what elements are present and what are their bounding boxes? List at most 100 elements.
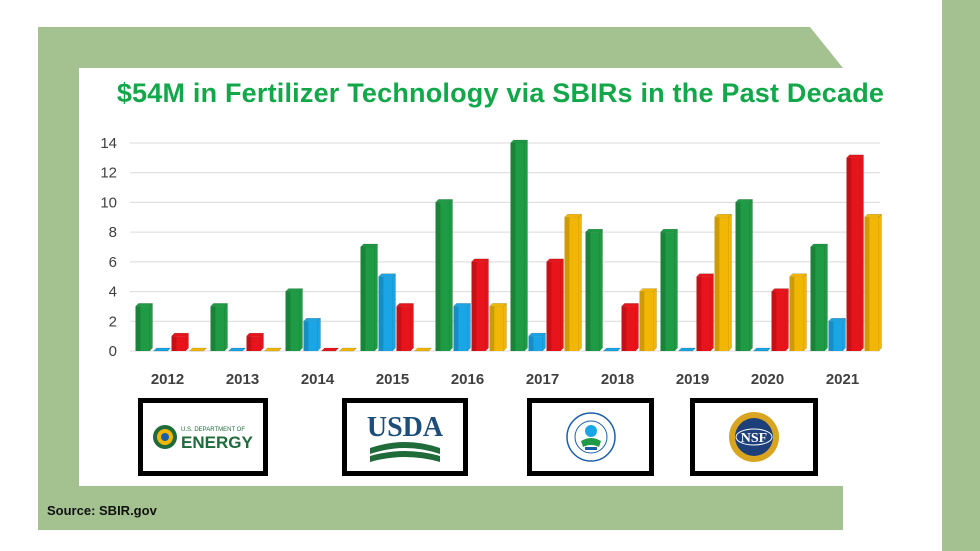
bar — [695, 273, 715, 352]
bar-front — [660, 232, 675, 351]
bar-side — [299, 287, 303, 352]
bar-top — [152, 347, 172, 352]
bar-front — [489, 306, 504, 351]
bar-front — [639, 291, 654, 351]
bar-top — [284, 288, 304, 292]
bar-top — [470, 258, 490, 263]
bar-top — [827, 318, 847, 322]
y-axis-ticks: 0 2 4 6 8 10 12 14 — [100, 135, 117, 360]
bar — [527, 332, 547, 352]
nsf-logo-box: NSF — [690, 398, 818, 476]
doe-logo-box: U.S. DEPARTMENT OF ENERGY — [138, 398, 268, 476]
bar-front — [435, 202, 450, 351]
bar-shade — [135, 306, 141, 351]
bar-front — [210, 306, 225, 351]
bar-top — [488, 303, 508, 307]
bar-top — [227, 347, 247, 352]
bar — [227, 347, 247, 352]
bar-front — [303, 321, 318, 351]
svg-text:U.S. DEPARTMENT OF: U.S. DEPARTMENT OF — [181, 427, 245, 433]
bar-shade — [585, 232, 591, 351]
bar-side — [824, 243, 828, 352]
bar-side — [503, 302, 507, 352]
nsf-seal-icon: NSF — [729, 412, 779, 462]
bar-top — [788, 273, 808, 277]
bar-side — [317, 317, 321, 352]
bar-front — [696, 276, 711, 351]
bar-side — [674, 228, 678, 352]
bar-shade — [714, 217, 720, 351]
bar — [602, 347, 622, 352]
bar-front — [396, 306, 411, 351]
nsf-seal-text: NSF — [741, 431, 767, 446]
bar-shade — [471, 261, 477, 351]
bar-top — [359, 243, 379, 248]
bar-top — [620, 303, 640, 307]
bar — [713, 213, 733, 352]
bar — [302, 317, 322, 352]
bar-front — [471, 261, 486, 351]
bar-top — [863, 214, 883, 218]
x-tick-label: 2018 — [601, 371, 634, 388]
bar-front — [246, 336, 261, 351]
bar-top — [545, 258, 565, 263]
bar-side — [599, 228, 603, 352]
bar-side — [749, 198, 753, 352]
bar-top — [134, 303, 154, 307]
x-tick-label: 2019 — [676, 371, 709, 388]
bar-top — [302, 318, 322, 322]
epa-seal-icon — [565, 412, 616, 462]
bar — [734, 198, 754, 352]
bar-top — [377, 273, 397, 277]
bar-side — [485, 258, 489, 352]
bar — [863, 213, 883, 352]
chart-title: $54M in Fertilizer Technology via SBIRs … — [116, 78, 885, 108]
bar-shade — [789, 276, 795, 351]
bar-side — [653, 287, 657, 352]
bar-side — [524, 139, 528, 352]
bar-shade — [621, 306, 627, 351]
bar-front — [360, 247, 375, 351]
bar-top — [809, 243, 829, 248]
bar — [338, 347, 358, 352]
bar-top — [527, 332, 547, 337]
bar-shade — [564, 217, 570, 351]
bar-side — [467, 302, 471, 352]
bar-shade — [285, 291, 291, 351]
bar-top — [713, 214, 733, 218]
bar — [263, 347, 283, 352]
x-tick-label: 2013 — [226, 371, 259, 388]
usda-logo-box: USDA — [342, 398, 468, 476]
bar-shade — [696, 276, 702, 351]
bar — [638, 287, 658, 352]
bar-side — [860, 154, 864, 352]
bar-shade — [171, 336, 177, 351]
bar-shade — [246, 336, 252, 351]
bar-top — [677, 347, 697, 352]
bar-front — [789, 276, 804, 351]
bar-top — [563, 214, 583, 218]
bar-shade — [846, 157, 852, 351]
epa-logo-box — [527, 398, 654, 476]
bar-side — [710, 273, 714, 352]
bar-front — [546, 261, 561, 351]
x-tick-label: 2017 — [526, 371, 559, 388]
bar-side — [578, 213, 582, 352]
bar-front — [810, 247, 825, 351]
bar-side — [728, 213, 732, 352]
x-tick-label: 2016 — [451, 371, 484, 388]
bar — [395, 302, 415, 352]
bar-shade — [735, 202, 741, 351]
bar-shade — [810, 247, 816, 351]
bar-top — [584, 228, 604, 233]
bar-front — [846, 157, 861, 351]
x-tick-label: 2012 — [151, 371, 184, 388]
bar-front — [735, 202, 750, 351]
bar-top — [188, 347, 208, 352]
bar-front — [564, 217, 579, 351]
bar — [434, 198, 454, 352]
bar-top — [509, 139, 529, 144]
bars — [134, 139, 883, 352]
bar-top — [395, 303, 415, 307]
